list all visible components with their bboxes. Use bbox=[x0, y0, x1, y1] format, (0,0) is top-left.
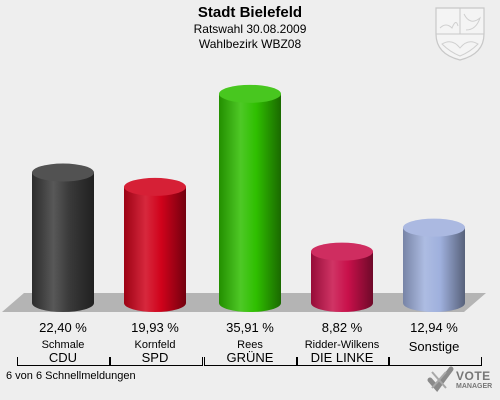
category-bracket bbox=[204, 357, 298, 366]
brand-logo: VOTE MANAGER bbox=[426, 366, 498, 396]
candidate-name: Rees bbox=[237, 339, 263, 351]
bar-spd bbox=[124, 186, 186, 312]
bar-top-grüne bbox=[219, 84, 281, 103]
brand-name: VOTE bbox=[456, 369, 491, 383]
category-bracket bbox=[388, 357, 482, 366]
bar-cdu bbox=[32, 172, 94, 312]
bar-grüne bbox=[219, 93, 281, 312]
chart-title: Stadt Bielefeld bbox=[197, 4, 303, 21]
category-bracket bbox=[109, 357, 203, 366]
chart-subtitle: Ratswahl 30.08.2009 bbox=[193, 22, 307, 36]
party-label: GRÜNE bbox=[226, 350, 274, 365]
value-label: 35,91 % bbox=[226, 320, 274, 335]
bar-sonstige bbox=[403, 227, 465, 312]
category-bracket bbox=[296, 357, 390, 366]
value-label: 19,93 % bbox=[131, 320, 179, 335]
party-label: SPD bbox=[141, 350, 169, 365]
report-status: 6 von 6 Schnellmeldungen bbox=[6, 370, 136, 382]
chart-subtitle-district: Wahlbezirk WBZ08 bbox=[198, 37, 302, 51]
party-label: Sonstige bbox=[408, 339, 460, 354]
value-label: 22,40 % bbox=[39, 320, 87, 335]
nrw-coat-of-arms-icon bbox=[435, 7, 485, 61]
bar-top-sonstige bbox=[403, 218, 465, 237]
party-label: CDU bbox=[48, 350, 78, 365]
vote-manager-logo-icon bbox=[427, 366, 454, 392]
category-bracket bbox=[17, 357, 111, 366]
bar-die-linke bbox=[311, 251, 373, 312]
brand-subtitle: MANAGER bbox=[456, 383, 493, 390]
candidate-name: Kornfeld bbox=[134, 339, 176, 351]
bar-top-cdu bbox=[32, 163, 94, 182]
bar-top-die-linke bbox=[311, 242, 373, 261]
party-label: DIE LINKE bbox=[310, 350, 374, 365]
value-label: 12,94 % bbox=[410, 320, 458, 335]
bar-top-spd bbox=[124, 177, 186, 196]
candidate-name: Ridder-Wilkens bbox=[304, 339, 380, 351]
value-label: 8,82 % bbox=[321, 320, 363, 335]
candidate-name: Schmale bbox=[41, 339, 85, 351]
